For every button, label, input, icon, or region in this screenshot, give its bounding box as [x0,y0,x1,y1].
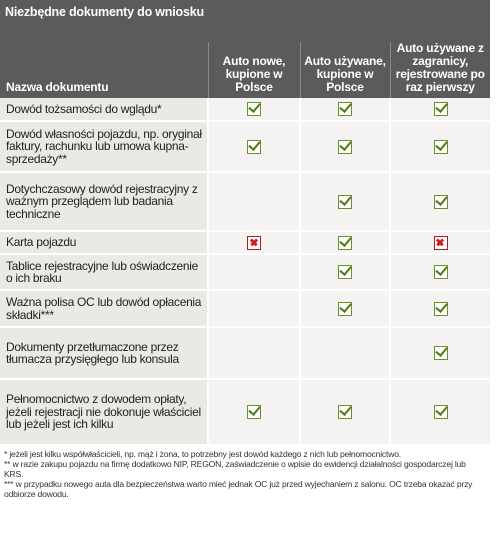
check-icon [433,102,448,116]
footnotes: * jeżeli jest kilku współwłaścicieli, np… [0,446,490,499]
column-header: Nazwa dokumentu [6,80,109,94]
cell [389,121,490,173]
column-header: Auto używane z zagranicy, rejestrowane p… [389,42,490,98]
column-headers: Nazwa dokumentu Auto nowe, kupione w Pol… [0,42,490,98]
row: Pełnomocnictwo z dowodem opłaty, jeżeli … [0,379,490,446]
check-icon [338,235,352,250]
cell [389,172,490,232]
cell [299,98,390,122]
document-name: Dowód tożsamości do wglądu* [0,98,208,122]
check-icon [247,102,261,116]
cell [207,121,300,173]
cross-icon [433,235,448,250]
document-name: Ważna polisa OC lub dowód opłacenia skła… [0,290,208,328]
row: Dotychczasowy dowód rejestracyjny z ważn… [0,172,490,232]
check-icon [247,405,261,419]
title: Niezbędne dokumenty do wniosku [5,5,204,19]
check-icon [338,194,352,209]
check-icon [433,139,448,154]
cell [299,254,390,291]
cell [389,231,490,255]
column-header: Auto nowe, kupione w Polsce [207,42,300,98]
check-icon [433,405,448,419]
check-icon [338,265,352,279]
row: Tablice rejestracyjne lub oświadczenie o… [0,254,490,291]
row: Dowód własności pojazdu, np. oryginał fa… [0,121,490,173]
cell [389,98,490,122]
cell [207,231,300,255]
cell [389,254,490,291]
check-icon [433,301,448,316]
cell [389,327,490,380]
cell [299,172,390,232]
document-name: Dowód własności pojazdu, np. oryginał fa… [0,121,208,173]
cell [389,379,490,446]
document-name: Dotychczasowy dowód rejestracyjny z ważn… [0,172,208,232]
check-icon [338,301,352,316]
check-icon [433,346,448,360]
check-icon [247,139,261,154]
cell [207,327,300,380]
row: Dowód tożsamości do wglądu* [0,98,490,122]
check-icon [433,194,448,209]
document-name: Dokumenty przetłumaczone przez tłumacza … [0,327,208,380]
cell [207,172,300,232]
document-name: Karta pojazdu [0,231,208,255]
footnote: ** w razie zakupu pojazdu na firmę dodat… [4,459,466,479]
column-header: Auto używane, kupione w Polsce [299,42,390,98]
cell [299,379,390,446]
row: Dokumenty przetłumaczone przez tłumacza … [0,327,490,380]
cell [207,254,300,291]
footnote: *** w przypadku nowego auta dla bezpiecz… [4,479,473,499]
cell [207,290,300,328]
cell [389,290,490,328]
cell [299,327,390,380]
cross-icon [247,235,261,250]
cell [207,98,300,122]
document-name: Tablice rejestracyjne lub oświadczenie o… [0,254,208,291]
row: Ważna polisa OC lub dowód opłacenia skła… [0,290,490,328]
row: Karta pojazdu [0,231,490,255]
document-name: Pełnomocnictwo z dowodem opłaty, jeżeli … [0,379,208,446]
check-icon [338,405,352,419]
check-icon [433,265,448,279]
header: Niezbędne dokumenty do wniosku Nazwa dok… [0,0,490,98]
table: Dowód tożsamości do wglądu* Dowód własno… [0,98,490,446]
cell [299,121,390,173]
check-icon [338,102,352,116]
cell [207,379,300,446]
cell [299,290,390,328]
cell [299,231,390,255]
header-row: Nazwa dokumentu Auto nowe, kupione w Pol… [0,42,490,98]
footnote: * jeżeli jest kilku współwłaścicieli, np… [4,449,401,459]
check-icon [338,139,352,154]
